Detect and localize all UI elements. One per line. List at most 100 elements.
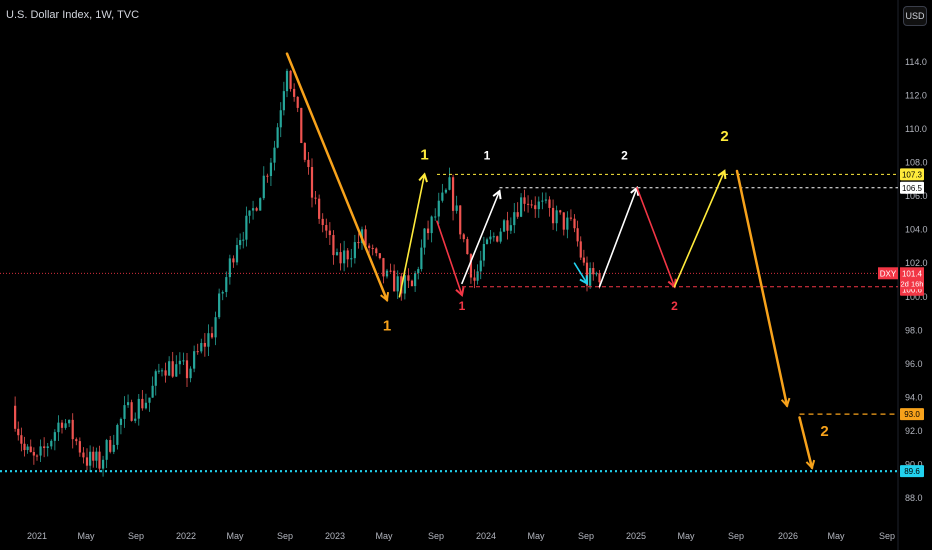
- candle-body: [393, 270, 396, 292]
- candle-body: [266, 175, 269, 177]
- candle-body: [248, 210, 251, 216]
- x-tick-label: Sep: [879, 531, 895, 541]
- candle-body: [346, 250, 349, 260]
- candle-body: [353, 242, 356, 259]
- candle-body: [273, 147, 276, 163]
- candle-body: [582, 257, 585, 263]
- candle-body: [39, 446, 42, 456]
- candle-body: [112, 444, 115, 452]
- candle-body: [101, 459, 105, 469]
- candle-body: [26, 446, 29, 451]
- current-price-tag: DXY 101.42d 16h: [878, 267, 924, 290]
- candle-body: [455, 205, 458, 211]
- candle-body: [14, 405, 17, 429]
- candle-body: [441, 192, 444, 201]
- wave-label-red: 2: [671, 299, 678, 313]
- candle-body: [303, 143, 306, 160]
- candle-body: [314, 197, 317, 199]
- candle-body: [382, 258, 385, 277]
- candle-body: [569, 217, 573, 219]
- y-tick-label: 112.0: [905, 91, 927, 101]
- candle-body: [285, 70, 289, 92]
- price-tag-target_2: 89.6: [900, 465, 924, 478]
- candle-body: [530, 204, 533, 206]
- y-tick-label: 110.0: [905, 124, 927, 134]
- candle-body: [92, 451, 95, 461]
- candle-body: [589, 268, 592, 286]
- y-tick-label: 98.0: [905, 325, 923, 335]
- candle-body: [64, 423, 67, 428]
- price-tag-value: 93.0: [904, 410, 920, 419]
- candle-body: [123, 405, 126, 419]
- candle-body: [109, 440, 112, 452]
- candle-body: [60, 422, 64, 428]
- x-tick-label: May: [226, 531, 244, 541]
- x-tick-label: 2024: [476, 531, 496, 541]
- arrow-white: [461, 191, 500, 285]
- x-tick-label: 2023: [325, 531, 345, 541]
- price-tag-bg: [900, 408, 924, 421]
- price-tag-value: 100.6: [902, 286, 923, 295]
- candle-body: [576, 228, 579, 242]
- candle-body: [466, 239, 469, 255]
- candle-body: [53, 432, 56, 441]
- wave-label-orange: 2: [820, 423, 828, 440]
- candle-body: [35, 455, 39, 457]
- candle-body: [318, 198, 321, 219]
- candle-body: [105, 440, 108, 460]
- candle-body: [134, 418, 137, 421]
- candle-body: [343, 250, 346, 264]
- candle-body: [537, 201, 540, 210]
- price-tag-value: 106.5: [902, 184, 923, 193]
- current-price-value: 101.4: [902, 269, 923, 278]
- candle-body: [509, 225, 512, 231]
- price-tag-value: 107.3: [902, 170, 923, 179]
- candle-body: [350, 258, 353, 260]
- y-tick-label: 102.0: [905, 258, 928, 268]
- candle-body: [32, 452, 35, 456]
- arrow-red: [636, 186, 675, 287]
- candle-body: [485, 239, 489, 244]
- candle-body: [130, 402, 133, 421]
- candle-body: [403, 275, 406, 294]
- symbol-tag-label: DXY: [880, 269, 897, 278]
- candle-body: [482, 243, 485, 261]
- candle-body: [585, 262, 589, 286]
- candle-body: [43, 446, 46, 449]
- candle-body: [526, 203, 530, 205]
- x-tick-label: 2026: [778, 531, 798, 541]
- candle-body: [414, 273, 417, 287]
- candle-body: [148, 397, 151, 403]
- candle-body: [551, 207, 555, 224]
- candle-body: [160, 370, 164, 372]
- candle-body: [189, 368, 192, 379]
- candle-body: [573, 218, 576, 229]
- candle-body: [499, 231, 502, 242]
- y-tick-label: 92.0: [905, 426, 923, 436]
- y-tick-label: 88.0: [905, 493, 923, 503]
- candle-body: [218, 293, 221, 318]
- candle-body: [46, 446, 49, 449]
- currency-button[interactable]: USD: [903, 6, 927, 26]
- candle-body: [434, 216, 437, 218]
- candle-body: [29, 446, 32, 453]
- price-tag-bg: [900, 465, 924, 478]
- candle-body: [178, 360, 181, 365]
- x-tick-label: May: [827, 531, 845, 541]
- candle-body: [207, 333, 210, 347]
- candle-body: [289, 70, 292, 89]
- candle-body: [544, 199, 548, 201]
- candle-body: [378, 253, 381, 259]
- candle-body: [444, 189, 448, 193]
- countdown-label: 2d 16h: [901, 279, 924, 288]
- candle-body: [476, 271, 479, 281]
- candle-body: [541, 200, 544, 202]
- candle-body: [137, 398, 140, 419]
- candle-body: [225, 277, 228, 293]
- x-tick-label: 2021: [27, 531, 47, 541]
- candle-body: [154, 371, 157, 386]
- candle-body: [296, 96, 299, 108]
- x-tick-label: May: [77, 531, 95, 541]
- wave-label-yellow: 2: [720, 128, 728, 145]
